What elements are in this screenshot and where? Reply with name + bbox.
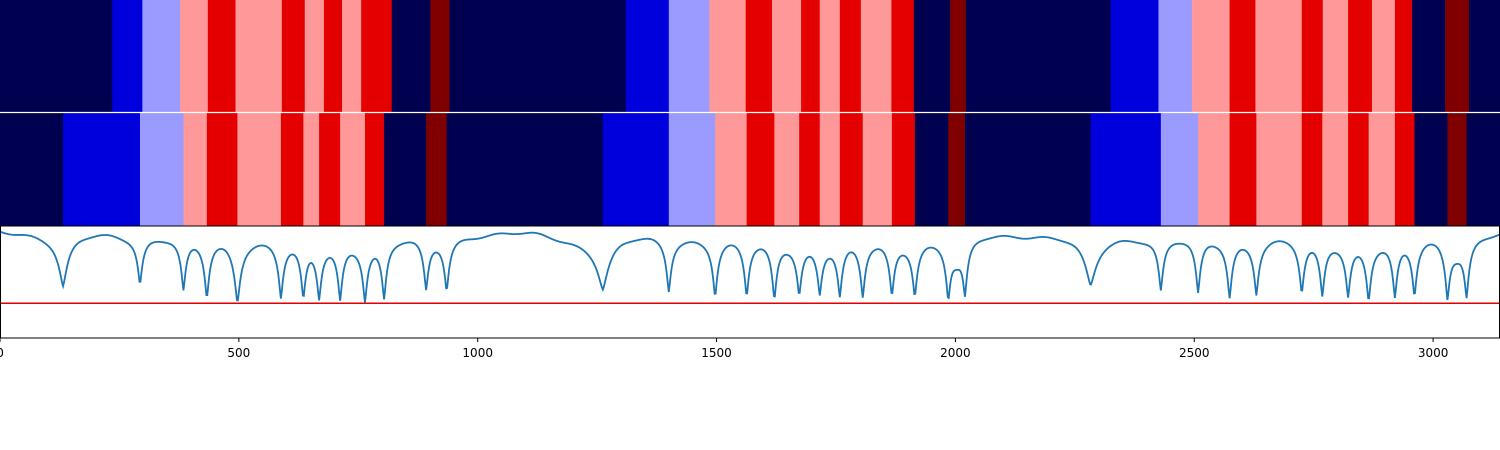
heatmap-cell-row1-32: [1301, 113, 1323, 226]
heatmap-cell-row1-18: [774, 113, 800, 226]
heatmap-cell-row0-38: [1445, 0, 1470, 112]
x-tick-label-500: 500: [227, 346, 250, 360]
heatmap-cell-row1-36: [1394, 113, 1416, 226]
x-tick-label-2500: 2500: [1179, 346, 1210, 360]
heatmap-cell-row0-25: [950, 0, 967, 112]
heatmap-cell-row1-19: [799, 113, 821, 226]
x-tick-label-3000: 3000: [1418, 346, 1449, 360]
heatmap-cell-row1-27: [1090, 113, 1162, 226]
heatmap-cell-row1-14: [602, 113, 670, 226]
heatmap-cell-row1-3: [183, 113, 208, 226]
heatmap-cell-row1-13: [446, 113, 604, 226]
x-tick-label-0: 0: [0, 346, 4, 360]
heatmap-cell-row0-36: [1394, 0, 1413, 112]
heatmap-cell-row1-26: [964, 113, 1092, 226]
heatmap-cell-row1-11: [384, 113, 427, 226]
heatmap-row-lower: [0, 113, 1500, 226]
heatmap-cell-row0-33: [1322, 0, 1349, 112]
heatmap-cell-row1-34: [1348, 113, 1370, 226]
heatmap-cell-row1-17: [746, 113, 775, 226]
heatmap-cell-row0-9: [342, 0, 362, 112]
heatmap-cell-row1-35: [1368, 113, 1396, 226]
heatmap-cell-row1-16: [715, 113, 748, 226]
heatmap-cell-row0-21: [839, 0, 862, 112]
heatmap-cell-row0-39: [1468, 0, 1500, 112]
heatmap-cell-row1-28: [1160, 113, 1199, 226]
heatmap-cell-row0-24: [913, 0, 951, 112]
x-axis: 0 500 1000 1500 2000 2500 3000: [0, 338, 1448, 360]
heatmap-cell-row0-19: [801, 0, 821, 112]
heatmap-cell-row0-6: [281, 0, 306, 112]
heatmap-cell-row0-30: [1229, 0, 1257, 112]
heatmap-cell-row0-7: [304, 0, 325, 112]
heatmap-cell-row0-28: [1158, 0, 1193, 112]
heatmap-cell-row1-10: [364, 113, 385, 226]
heatmap-cell-row0-4: [207, 0, 237, 112]
heatmap-row-upper: [0, 0, 1500, 112]
heatmap-cell-row1-22: [862, 113, 893, 226]
heatmap-cell-row0-2: [142, 0, 181, 112]
heatmap-cell-row0-16: [709, 0, 747, 112]
heatmap-cell-row0-34: [1348, 0, 1373, 112]
heatmap-cell-row1-37: [1414, 113, 1449, 226]
heatmap-cell-row1-15: [668, 113, 716, 226]
heatmap-cell-row0-0: [0, 0, 113, 112]
heatmap-cell-row0-22: [860, 0, 892, 112]
heatmap-cell-row0-37: [1412, 0, 1446, 112]
heatmap-cell-row0-12: [430, 0, 451, 112]
heatmap-cell-row0-10: [361, 0, 393, 112]
heatmap-cell-row0-14: [625, 0, 670, 112]
x-tick-label-1000: 1000: [462, 346, 493, 360]
heatmap-cell-row0-15: [668, 0, 710, 112]
heatmap-cell-row1-29: [1198, 113, 1231, 226]
heatmap-cell-row0-32: [1301, 0, 1324, 112]
heatmap-cell-row1-39: [1466, 113, 1500, 226]
heatmap-cell-row1-0: [0, 113, 64, 226]
score-series-line: [0, 230, 1500, 303]
x-tick-label-2000: 2000: [940, 346, 971, 360]
heatmap-cell-row0-26: [965, 0, 1112, 112]
heatmap-cell-row0-31: [1255, 0, 1303, 112]
heatmap-cell-row1-4: [206, 113, 239, 226]
heatmap-cell-row1-5: [237, 113, 282, 226]
heatmap-cell-row1-38: [1447, 113, 1468, 226]
heatmap-cell-row0-29: [1191, 0, 1231, 112]
heatmap-cell-row0-18: [771, 0, 802, 112]
heatmap-cell-row0-13: [449, 0, 627, 112]
heatmap-cell-row1-23: [891, 113, 916, 226]
heatmap-cell-row1-31: [1256, 113, 1303, 226]
heatmap-cell-row1-30: [1229, 113, 1257, 226]
heatmap-cell-row0-23: [891, 0, 915, 112]
heatmap-cell-row0-11: [391, 0, 432, 112]
heatmap-cell-row1-24: [914, 113, 949, 226]
heatmap-cell-row0-27: [1110, 0, 1160, 112]
x-tick-label-1500: 1500: [701, 346, 732, 360]
heatmap-cell-row0-17: [745, 0, 773, 112]
heatmap-cell-row1-25: [948, 113, 966, 226]
heatmap-cell-row1-20: [819, 113, 841, 226]
heatmap-cell-row0-20: [819, 0, 841, 112]
heatmap-cell-row0-1: [112, 0, 143, 112]
heatmap-cell-row0-5: [235, 0, 283, 112]
heatmap-cell-row0-8: [323, 0, 343, 112]
heatmap-cell-row1-2: [139, 113, 185, 226]
heatmap-cell-row1-6: [280, 113, 304, 226]
heatmap-cell-row1-8: [319, 113, 341, 226]
heatmap-cell-row1-12: [426, 113, 448, 226]
heatmap-cell-row1-21: [839, 113, 864, 226]
heatmap-cell-row1-33: [1322, 113, 1349, 226]
heatmap-cell-row0-3: [180, 0, 209, 112]
heatmap-cell-row0-35: [1371, 0, 1396, 112]
heatmap-cell-row1-7: [303, 113, 320, 226]
heatmap-cell-row1-9: [340, 113, 366, 226]
heatmap-cell-row1-1: [63, 113, 141, 226]
